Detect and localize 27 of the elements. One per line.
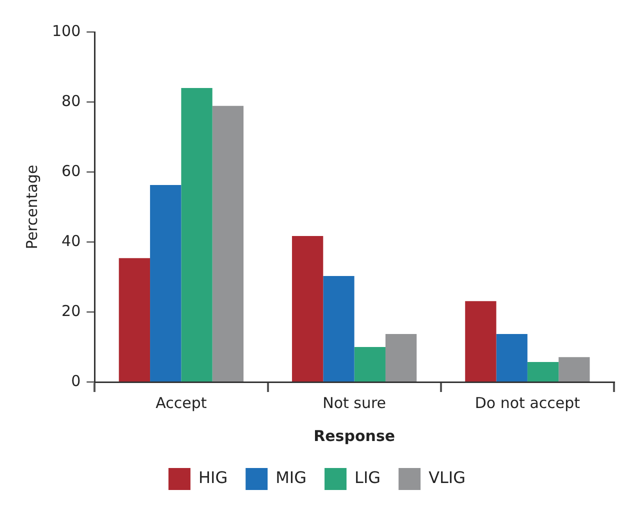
bar xyxy=(558,357,590,382)
legend-label: MIG xyxy=(276,468,307,488)
bar xyxy=(354,347,386,382)
bar xyxy=(212,106,244,382)
bar xyxy=(181,88,212,382)
y-axis-title: Percentage xyxy=(22,164,41,250)
bar xyxy=(292,236,324,382)
legend-label: VLIG xyxy=(428,468,466,488)
legend-label: HIG xyxy=(198,468,228,488)
y-tick-label: 100 xyxy=(52,22,81,40)
x-tick-label: Do not accept xyxy=(474,394,580,412)
x-tick-label: Not sure xyxy=(322,394,386,412)
x-tick-label: Accept xyxy=(156,394,207,412)
bar xyxy=(323,276,354,382)
bar xyxy=(150,184,182,382)
y-tick-label: 20 xyxy=(62,302,81,320)
bar xyxy=(385,334,417,382)
legend-label: LIG xyxy=(354,468,381,488)
y-tick-label: 40 xyxy=(62,232,81,250)
bar xyxy=(465,301,496,382)
bar xyxy=(118,258,150,382)
bar xyxy=(527,362,559,382)
y-tick-label: 80 xyxy=(62,92,81,110)
bar xyxy=(496,334,528,382)
y-tick-label: 0 xyxy=(71,372,81,390)
y-tick-label: 60 xyxy=(62,162,81,180)
x-axis-title: Response xyxy=(314,426,396,445)
